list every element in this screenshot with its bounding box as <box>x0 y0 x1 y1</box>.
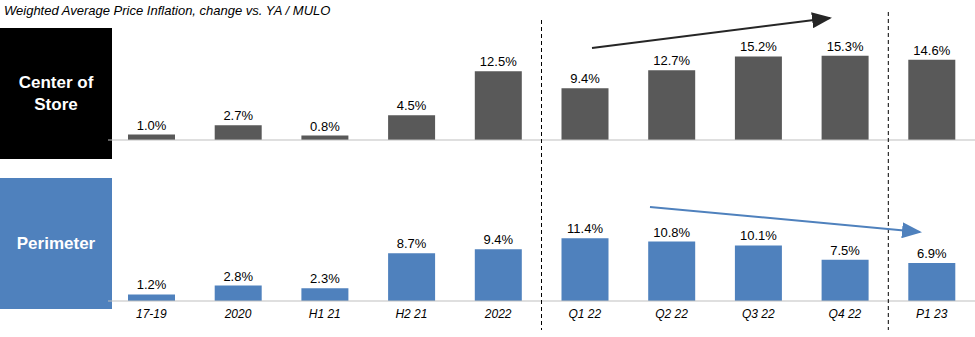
html-text:Weighted Average Price Inflati: Weighted Average Price Inflation, change… <box>4 3 331 18</box>
svg-text:0.8%: 0.8% <box>310 119 340 134</box>
svg-text:2.8%: 2.8% <box>223 269 253 284</box>
svg-text:7.5%: 7.5% <box>830 243 860 258</box>
svg-text:Q1 22: Q1 22 <box>568 307 601 321</box>
svg-text:6.9%: 6.9% <box>917 246 947 261</box>
svg-text:2.3%: 2.3% <box>310 271 340 286</box>
svg-text:P1 23: P1 23 <box>916 307 948 321</box>
svg-text:10.1%: 10.1% <box>740 228 777 243</box>
svg-text:1.0%: 1.0% <box>137 118 167 133</box>
svg-text:9.4%: 9.4% <box>483 232 513 247</box>
svg-text:Q4 22: Q4 22 <box>829 307 862 321</box>
svg-text:1.2%: 1.2% <box>137 277 167 292</box>
svg-text:4.5%: 4.5% <box>397 98 427 113</box>
svg-text:15.3%: 15.3% <box>827 39 864 54</box>
svg-text:H2 21: H2 21 <box>395 307 427 321</box>
svg-text:15.2%: 15.2% <box>740 39 777 54</box>
svg-text:2.7%: 2.7% <box>223 108 253 123</box>
html-text:Perimeter: Perimeter <box>16 233 96 253</box>
svg-text:10.8%: 10.8% <box>653 225 690 240</box>
svg-text:2022: 2022 <box>484 307 512 321</box>
svg-text:12.5%: 12.5% <box>480 54 517 69</box>
svg-text:Q2 22: Q2 22 <box>655 307 688 321</box>
svg-text:8.7%: 8.7% <box>397 236 427 251</box>
svg-text:12.7%: 12.7% <box>653 53 690 68</box>
svg-text:9.4%: 9.4% <box>570 71 600 86</box>
html-text:Center of Store: Center of Store <box>18 72 94 114</box>
svg-text:H1 21: H1 21 <box>309 307 341 321</box>
svg-text:14.6%: 14.6% <box>913 43 950 58</box>
svg-text:17-19: 17-19 <box>136 307 167 321</box>
svg-text:2020: 2020 <box>224 307 252 321</box>
svg-text:11.4%: 11.4% <box>567 221 603 236</box>
svg-text:Q3 22: Q3 22 <box>742 307 775 321</box>
